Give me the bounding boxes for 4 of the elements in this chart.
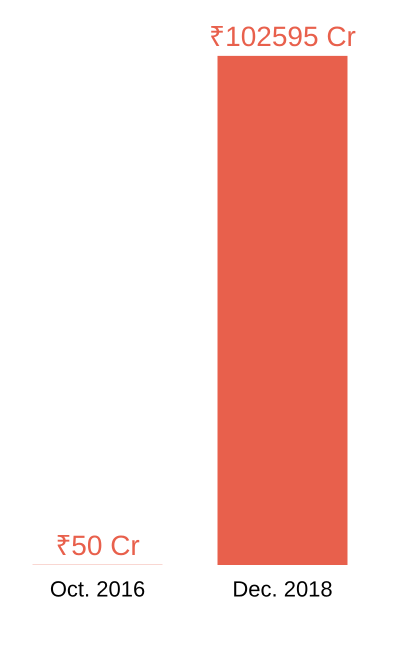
data-label: ₹102595 Cr bbox=[209, 20, 356, 52]
data-label: ₹50 Cr bbox=[55, 530, 140, 561]
x-tick-label: Oct. 2016 bbox=[50, 576, 146, 602]
x-tick-label: Dec. 2018 bbox=[232, 576, 333, 602]
